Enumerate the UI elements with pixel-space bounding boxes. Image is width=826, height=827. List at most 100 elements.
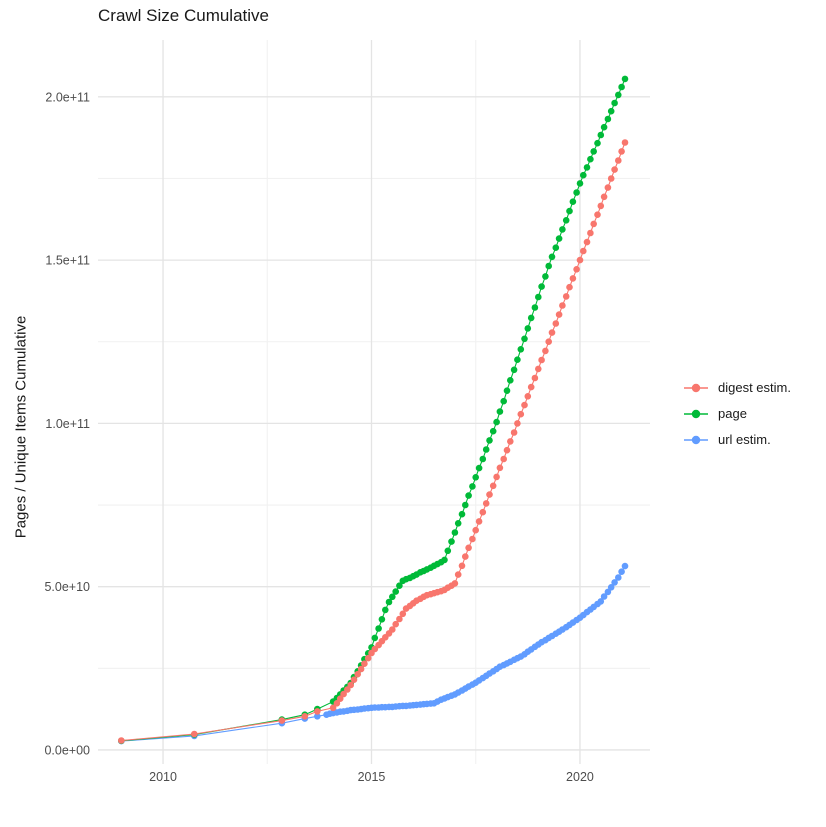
- data-point: [510, 429, 518, 436]
- data-point: [611, 579, 618, 586]
- data-point: [542, 273, 549, 280]
- series-url-estim: [118, 562, 629, 745]
- data-point: [350, 676, 358, 683]
- data-point: [531, 304, 539, 311]
- data-point: [486, 437, 493, 444]
- data-point: [389, 626, 396, 633]
- data-point: [545, 338, 552, 346]
- data-point: [489, 482, 497, 490]
- data-point: [569, 275, 577, 282]
- data-point: [600, 593, 608, 600]
- data-point: [590, 220, 597, 228]
- data-point: [524, 325, 532, 332]
- data-point: [562, 293, 570, 300]
- data-point: [569, 198, 577, 205]
- data-point: [301, 713, 309, 720]
- data-point: [548, 329, 556, 336]
- data-point: [552, 320, 560, 327]
- legend-item-page: page: [683, 406, 791, 421]
- legend-key-page-dot-icon: [684, 409, 708, 418]
- data-point: [621, 139, 629, 146]
- data-point: [469, 535, 476, 543]
- data-point: [566, 207, 573, 215]
- data-point: [583, 238, 591, 246]
- data-point: [618, 568, 625, 575]
- data-point: [482, 446, 490, 453]
- data-point: [399, 610, 407, 618]
- data-point: [545, 262, 552, 270]
- data-point: [517, 410, 525, 418]
- data-point: [385, 598, 393, 606]
- data-point: [118, 737, 125, 744]
- data-point: [444, 547, 452, 555]
- data-point: [597, 131, 605, 139]
- data-point: [378, 616, 386, 623]
- data-point: [587, 155, 594, 163]
- data-point: [527, 314, 535, 322]
- chart-title: Crawl Size Cumulative: [98, 6, 269, 25]
- legend-item-url-estim: url estim.: [683, 432, 791, 447]
- x-tick-label: 2015: [358, 770, 386, 784]
- data-point: [538, 283, 545, 290]
- data-point: [382, 606, 389, 614]
- y-tick-label: 0.0e+00: [44, 743, 90, 757]
- data-point: [333, 700, 341, 707]
- data-point: [361, 660, 368, 667]
- data-point: [521, 401, 528, 409]
- data-point: [482, 500, 490, 507]
- data-point: [462, 553, 469, 560]
- legend-key-url-dot-icon: [684, 435, 708, 444]
- data-point: [465, 544, 472, 552]
- y-axis-title: Pages / Unique Items Cumulative: [12, 315, 30, 539]
- data-point: [479, 508, 487, 516]
- data-point: [448, 538, 455, 545]
- data-point: [458, 510, 466, 518]
- data-point: [607, 584, 615, 591]
- data-point: [469, 483, 476, 490]
- data-point: [314, 713, 321, 720]
- data-point: [451, 580, 459, 587]
- data-point: [454, 571, 462, 578]
- data-point: [538, 356, 545, 364]
- data-point: [462, 501, 469, 509]
- data-point: [451, 529, 459, 536]
- data-point: [535, 365, 542, 373]
- data-point: [441, 556, 448, 564]
- data-point: [607, 107, 615, 115]
- y-tick-label: 2.0e+11: [45, 90, 90, 104]
- axis-tick-labels: 0.0e+00 5.0e+10 1.0e+11 1.5e+11 2.0e+11 2010 2…: [44, 90, 593, 784]
- data-point: [517, 346, 525, 353]
- data-point: [548, 253, 556, 261]
- data-point: [562, 217, 570, 224]
- data-point: [552, 244, 560, 251]
- data-point: [472, 474, 480, 481]
- series-page: [118, 75, 629, 745]
- data-point: [559, 302, 566, 309]
- data-point: [375, 625, 382, 632]
- data-point: [507, 438, 514, 445]
- data-point: [486, 491, 493, 498]
- legend-label: digest estim.: [718, 380, 791, 395]
- data-point: [364, 654, 372, 662]
- data-point: [600, 193, 608, 201]
- legend-key-digest-dot-icon: [684, 383, 708, 392]
- data-point: [493, 418, 500, 426]
- data-point: [524, 393, 532, 400]
- data-point: [475, 518, 483, 525]
- data-point: [503, 446, 511, 454]
- data-point: [597, 202, 605, 210]
- data-point: [531, 374, 539, 382]
- data-point: [604, 588, 612, 596]
- data-point: [500, 455, 508, 463]
- data-point: [475, 464, 483, 472]
- gridlines: [98, 40, 650, 764]
- data-point: [344, 686, 351, 693]
- data-point: [329, 704, 337, 712]
- legend-label: page: [718, 406, 747, 421]
- data-point: [580, 247, 587, 255]
- data-point: [357, 665, 365, 673]
- data-point: [559, 226, 566, 233]
- data-point: [347, 681, 355, 689]
- data-point: [566, 283, 573, 291]
